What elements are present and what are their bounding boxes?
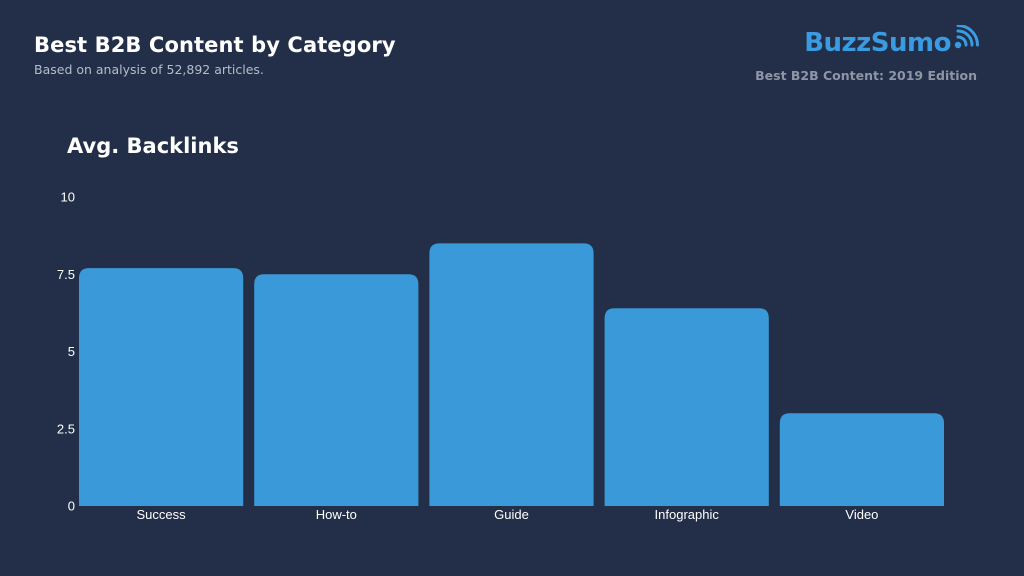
- chart-subtitle: Based on analysis of 52,892 articles.: [34, 62, 264, 77]
- bars-group: [79, 243, 944, 506]
- brand-logo: BuzzSumo: [804, 23, 982, 58]
- x-tick-label: Success: [137, 507, 187, 522]
- y-tick-label: 0: [68, 499, 75, 514]
- x-tick-label: Infographic: [655, 507, 720, 522]
- y-tick-label: 2.5: [57, 421, 75, 436]
- signal-waves-icon: [952, 23, 982, 56]
- y-tick-label: 7.5: [57, 267, 75, 282]
- bar-success: [79, 268, 244, 506]
- bar-guide: [429, 243, 594, 506]
- x-axis: Success How-to Guide Infographic Video: [137, 507, 879, 522]
- y-tick-label: 5: [68, 344, 75, 359]
- chart-title: Best B2B Content by Category: [34, 33, 396, 57]
- x-tick-label: How-to: [316, 507, 357, 522]
- bar-video: [779, 413, 944, 506]
- x-tick-label: Guide: [494, 507, 529, 522]
- y-tick-label: 10: [61, 190, 75, 205]
- x-tick-label: Video: [845, 507, 878, 522]
- brand-name: BuzzSumo: [804, 28, 951, 58]
- metric-title: Avg. Backlinks: [67, 134, 239, 158]
- edition-label: Best B2B Content: 2019 Edition: [755, 68, 977, 83]
- y-axis: 0 2.5 5 7.5 10: [57, 190, 75, 514]
- bar-infographic: [604, 308, 769, 506]
- bar-how-to: [254, 274, 419, 506]
